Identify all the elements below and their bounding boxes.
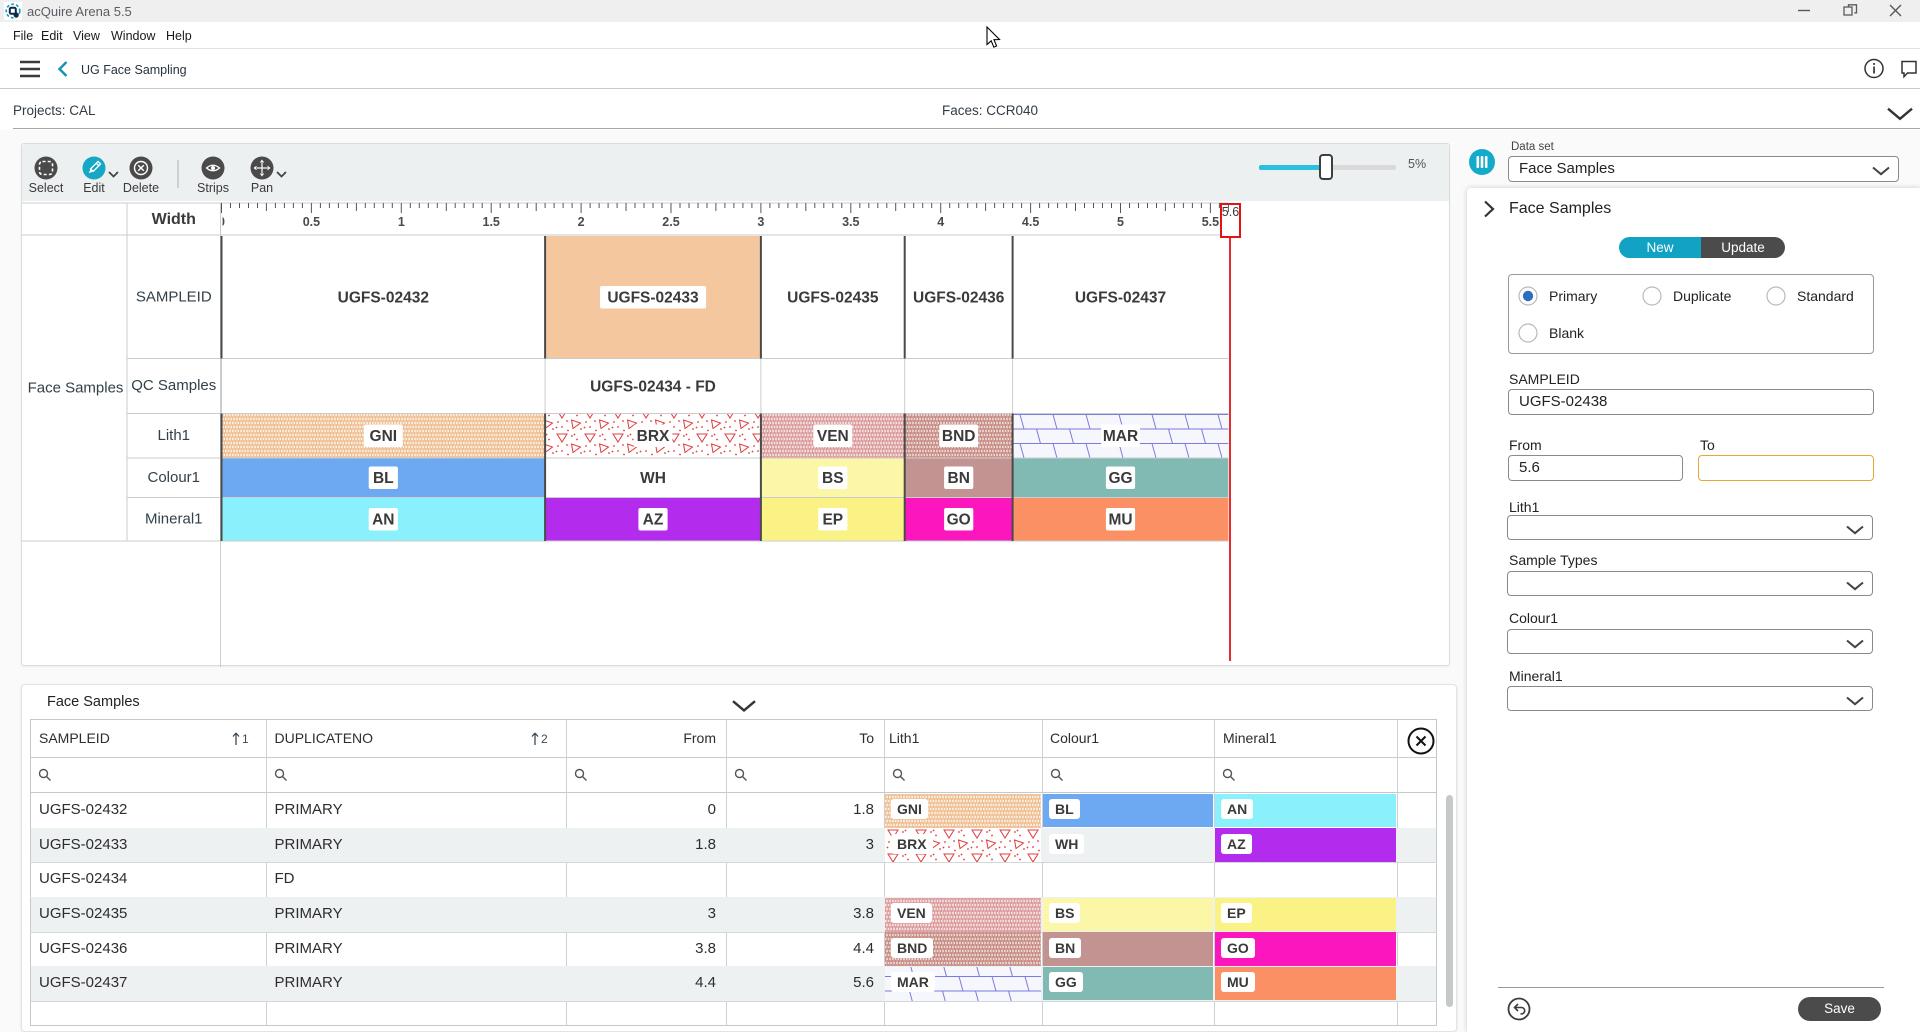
svg-text:UGFS-02437: UGFS-02437 (1075, 290, 1166, 307)
svg-text:AN: AN (372, 512, 394, 529)
svg-text:5.6: 5.6 (1222, 205, 1239, 219)
svg-text:2.5: 2.5 (662, 215, 679, 229)
svg-text:UGFS-02433: UGFS-02433 (607, 290, 699, 307)
svg-text:WH: WH (640, 470, 666, 487)
svg-text:2: 2 (578, 215, 585, 229)
svg-text:EP: EP (822, 512, 843, 529)
svg-text:0: 0 (218, 215, 225, 229)
svg-text:GNI: GNI (370, 428, 398, 445)
svg-text:Strips: Strips (197, 181, 229, 195)
svg-text:BRX: BRX (637, 428, 670, 445)
svg-text:Pan: Pan (251, 181, 273, 195)
svg-text:0.5: 0.5 (303, 215, 320, 229)
svg-text:Face Samples: Face Samples (28, 380, 124, 397)
svg-text:Edit: Edit (83, 181, 105, 195)
svg-text:AZ: AZ (643, 512, 664, 529)
svg-text:GO: GO (947, 512, 971, 529)
svg-text:Width: Width (152, 211, 196, 228)
svg-text:1.5: 1.5 (483, 215, 500, 229)
svg-text:MU: MU (1108, 512, 1132, 529)
svg-text:3.5: 3.5 (842, 215, 859, 229)
svg-text:UGFS-02436: UGFS-02436 (913, 290, 1005, 307)
svg-text:SAMPLEID: SAMPLEID (136, 288, 212, 305)
svg-text:QC Samples: QC Samples (131, 377, 216, 394)
svg-text:BL: BL (373, 470, 394, 487)
svg-text:2: 2 (541, 732, 548, 746)
svg-text:Delete: Delete (123, 181, 159, 195)
svg-text:Lith1: Lith1 (157, 427, 190, 444)
svg-text:BND: BND (942, 428, 976, 445)
svg-text:1: 1 (242, 732, 249, 746)
svg-text:BN: BN (948, 470, 970, 487)
svg-text:VEN: VEN (817, 428, 849, 445)
svg-text:4: 4 (937, 215, 944, 229)
svg-text:MAR: MAR (1103, 428, 1138, 445)
svg-text:5: 5 (1117, 215, 1124, 229)
svg-text:GG: GG (1108, 470, 1132, 487)
svg-text:4.5: 4.5 (1022, 215, 1039, 229)
svg-text:Mineral1: Mineral1 (145, 510, 203, 527)
svg-text:5.5: 5.5 (1202, 215, 1219, 229)
svg-text:BS: BS (822, 470, 844, 487)
svg-text:UGFS-02432: UGFS-02432 (338, 290, 429, 307)
svg-text:UGFS-02434 - FD: UGFS-02434 - FD (590, 378, 716, 395)
svg-text:Select: Select (29, 181, 64, 195)
svg-text:UGFS-02435: UGFS-02435 (787, 290, 879, 307)
svg-text:Colour1: Colour1 (147, 469, 200, 486)
svg-text:1: 1 (398, 215, 405, 229)
svg-text:3: 3 (757, 215, 764, 229)
